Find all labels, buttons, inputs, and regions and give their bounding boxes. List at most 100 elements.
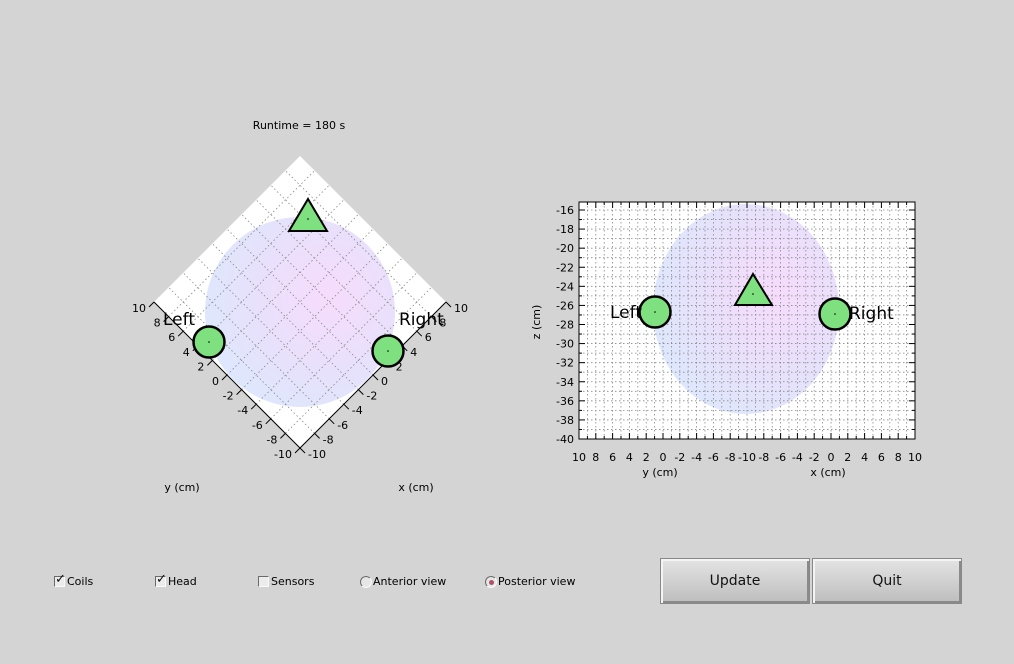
x-tick-label: -8 [323, 433, 334, 446]
tick-mark [343, 403, 350, 410]
x-tick-label: -4 [352, 404, 363, 417]
sensors-checkbox[interactable]: Sensors [258, 575, 314, 588]
z-tick-label: -20 [556, 242, 574, 255]
runtime-label: Runtime = 180 s [253, 119, 346, 132]
x-tick-label: 0 [381, 375, 388, 388]
x-tick-label: -2 [809, 451, 820, 464]
z-tick-label: -18 [556, 223, 574, 236]
nasion-dot [752, 293, 754, 295]
left-label: Left [163, 310, 195, 330]
tick-mark [177, 330, 184, 337]
y-tick-label: -4 [237, 404, 248, 417]
quit-button[interactable]: Quit [812, 558, 962, 604]
right-ear-dot [834, 313, 836, 315]
tick-mark [299, 447, 306, 454]
tick-mark [207, 360, 213, 366]
grid-line [226, 228, 374, 376]
y-axis-label: y (cm) [642, 466, 677, 479]
z-axis-label: z (cm) [530, 305, 543, 340]
tick-mark [280, 433, 286, 439]
grid-line [255, 257, 403, 405]
x-tick-label: -6 [775, 451, 786, 464]
x-tick-label: 2 [396, 360, 403, 373]
z-tick-label: -38 [556, 414, 574, 427]
tick-mark [328, 418, 335, 425]
x-axis-label: x (cm) [398, 481, 433, 494]
x-tick-label: -6 [337, 419, 348, 432]
x-tick-label: -2 [674, 451, 685, 464]
z-tick-label: -34 [556, 376, 574, 389]
head-checkbox[interactable]: ✓ Head [155, 572, 197, 588]
x-tick-label: 4 [626, 451, 633, 464]
tick-mark [314, 433, 320, 439]
check-icon: ✓ [156, 572, 167, 587]
tick-mark [372, 374, 379, 381]
x-tick-label: 4 [861, 451, 868, 464]
x-tick-label: 10 [908, 451, 922, 464]
grid-line [241, 243, 388, 390]
tick-mark [431, 316, 437, 322]
nasion-marker [733, 272, 774, 306]
x-tick-label: 8 [895, 451, 902, 464]
grid-line [226, 228, 374, 376]
axes [578, 202, 916, 440]
grid-line [197, 257, 345, 405]
posterior-view-plot: 10 8 6 4 2 0 -2 -4 -6 -8 -10 -8 -6 -4 -2 0 2 4 6 8 10-16-18-… [530, 201, 922, 479]
grid-line [212, 243, 359, 390]
y-tick-label: -8 [266, 433, 277, 446]
grid-line [285, 287, 432, 434]
x-tick-label: 6 [878, 451, 885, 464]
x-tick-label: 8 [592, 451, 599, 464]
x-tick-label: 2 [844, 451, 851, 464]
z-tick-label: -32 [556, 357, 574, 370]
x-tick-label: 8 [439, 317, 446, 330]
x-tick-label: -6 [708, 451, 719, 464]
radio-circle [485, 575, 497, 588]
x-tick-label: -8 [758, 451, 769, 464]
radio-circle [360, 575, 372, 588]
coils-checkbox[interactable]: ✓ Coils [54, 572, 93, 588]
radio-dot-icon [489, 579, 494, 585]
tick-mark [416, 330, 423, 337]
grid-line [212, 214, 359, 361]
update-button[interactable]: Update [660, 558, 810, 604]
z-tick-label: -40 [556, 433, 574, 446]
y-tick-label: 10 [132, 302, 146, 315]
check-icon: ✓ [55, 572, 66, 587]
head-label: Head [168, 575, 197, 588]
left-ear-marker-dot [307, 218, 309, 220]
y-axis-label: y (cm) [164, 481, 199, 494]
posterior-view-radio[interactable]: Posterior view [485, 575, 575, 588]
tick-mark [236, 389, 242, 395]
x-tick-label: -4 [792, 451, 803, 464]
tick-mark [265, 418, 272, 425]
right-label: Right [849, 304, 894, 324]
posterior-view-label: Posterior view [498, 575, 576, 588]
tick-mark [250, 403, 257, 410]
anterior-view-radio[interactable]: Anterior view [360, 575, 446, 588]
grid-line [285, 170, 432, 317]
head-sphere [205, 217, 395, 407]
grid-line [168, 170, 315, 317]
y-tick-label: -10 [274, 448, 292, 461]
head-sphere [653, 204, 839, 414]
grid-line [182, 272, 330, 420]
grid-line [270, 184, 418, 332]
x-tick-label: 4 [410, 346, 417, 359]
checkbox-box: ✓ [54, 572, 66, 587]
x-tick-label: -4 [691, 451, 702, 464]
right-ear-dot [387, 350, 389, 352]
x-tick-label: 6 [425, 331, 432, 344]
y-tick-label: -2 [223, 390, 234, 403]
tick-mark [358, 389, 364, 395]
z-tick-label: -28 [556, 319, 574, 332]
x-tick-label: 10 [572, 451, 586, 464]
checkbox-box: ✓ [155, 572, 167, 587]
x-tick-label: 6 [609, 451, 616, 464]
grid-line [168, 287, 315, 434]
left-label: Left [610, 303, 642, 323]
y-tick-label: -6 [252, 419, 263, 432]
grid [579, 202, 915, 439]
left-ear-dot [208, 341, 210, 343]
